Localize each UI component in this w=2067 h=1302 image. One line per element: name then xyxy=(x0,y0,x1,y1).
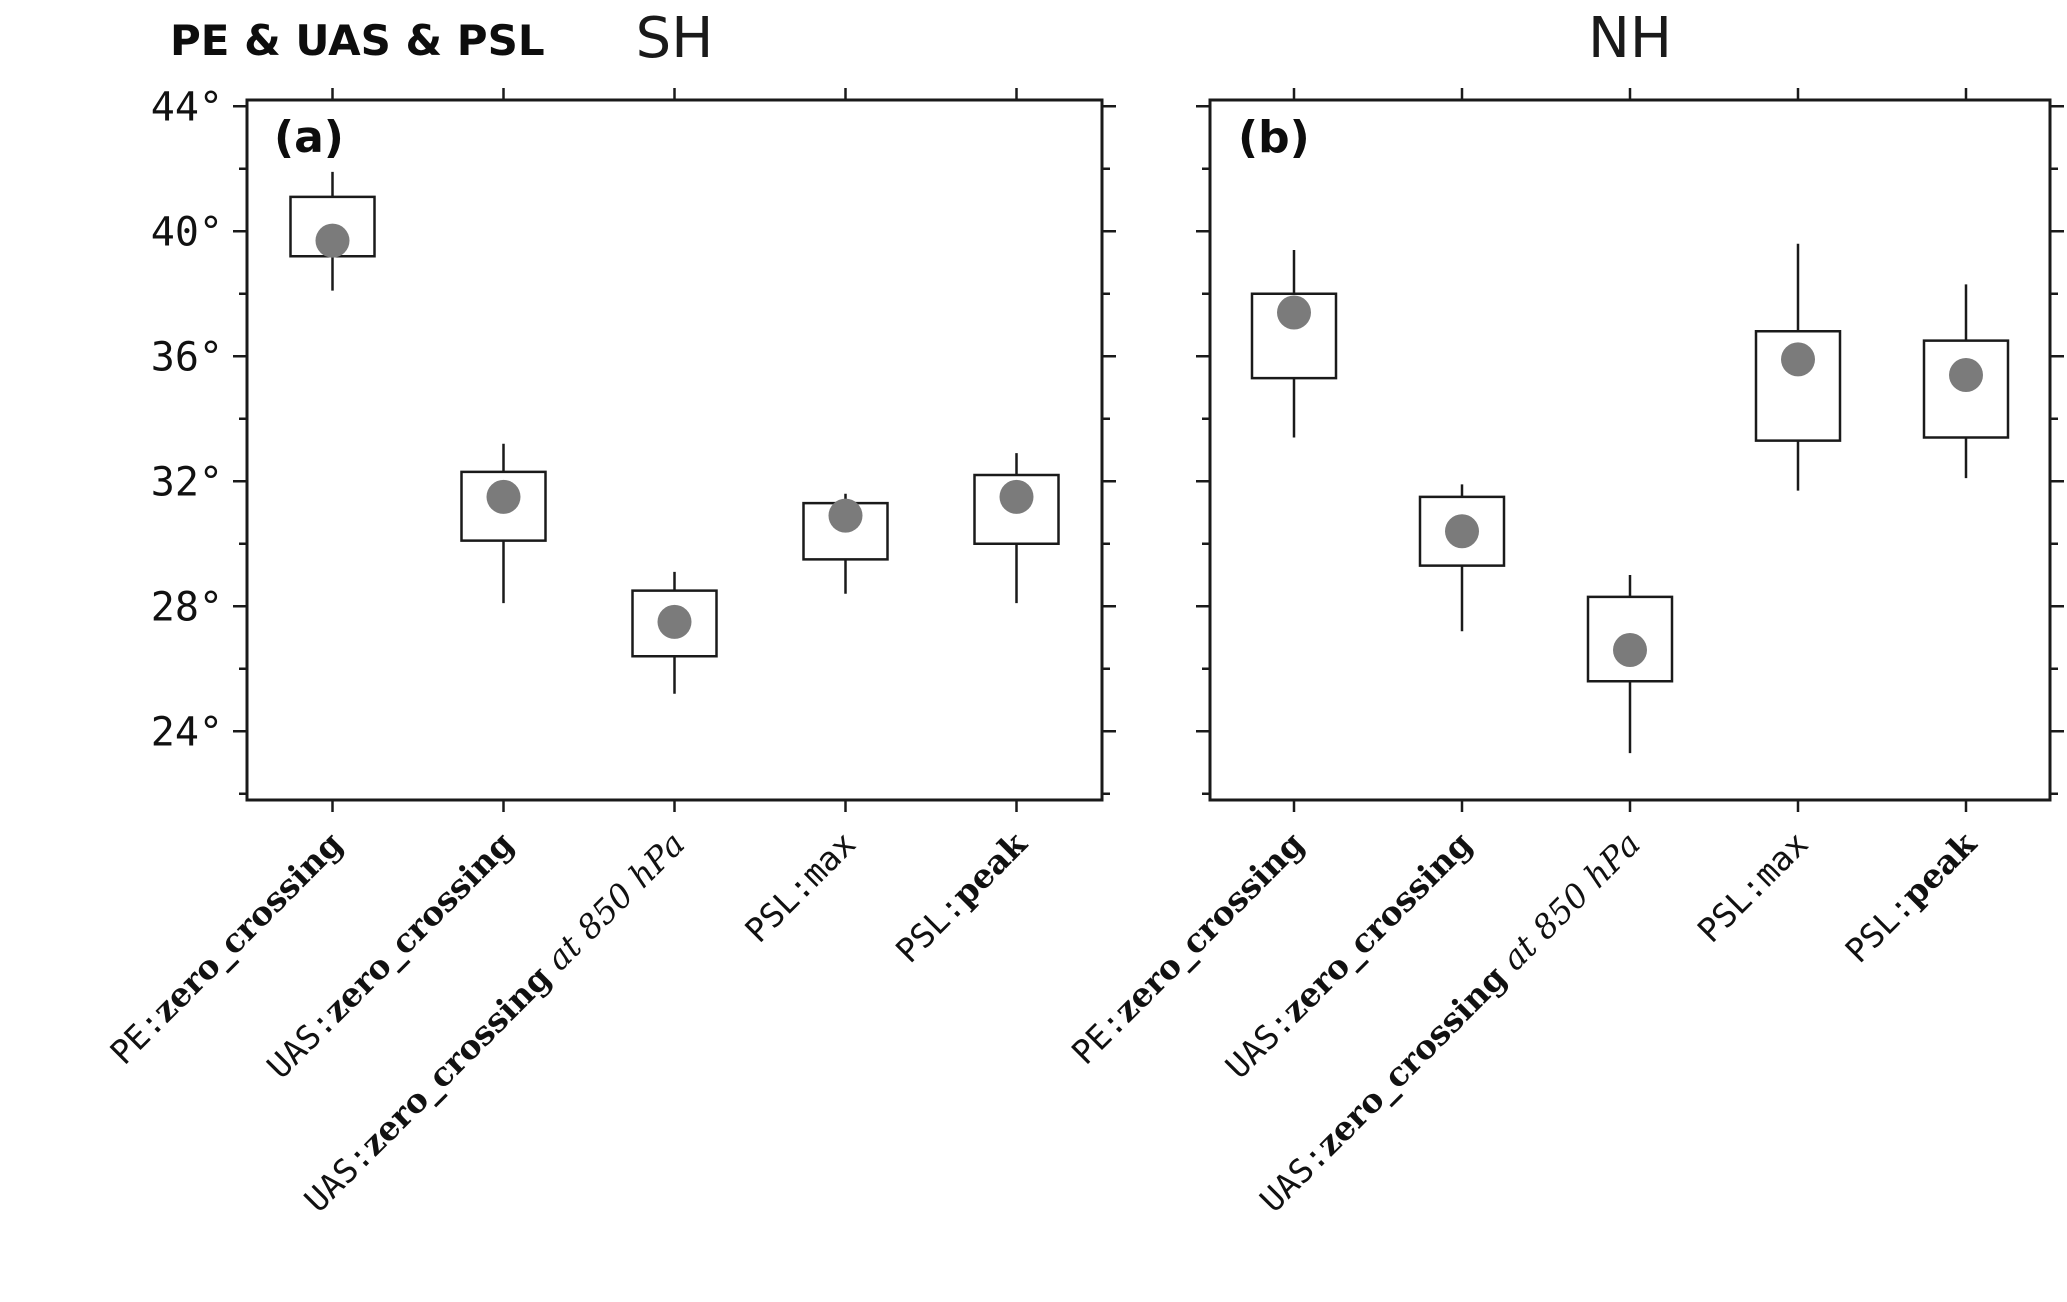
panel-b-title: NH xyxy=(1588,6,1672,71)
x-tick-label: UAS:zero_crossing at 850 hPa xyxy=(1252,824,1648,1220)
x-tick-label: PSL:peak xyxy=(1837,823,1984,970)
mean-dot xyxy=(999,479,1034,514)
mean-dot xyxy=(828,498,863,533)
panel-b-letter: (b) xyxy=(1238,112,1310,163)
y-tick-label: 32° xyxy=(151,459,223,505)
mean-dot xyxy=(486,479,521,514)
panel-frame xyxy=(1208,98,2052,802)
panel-a-title: SH xyxy=(635,6,714,71)
x-tick-label: PSL:max xyxy=(737,824,863,950)
mean-dot xyxy=(1613,633,1647,667)
mean-dot xyxy=(657,604,692,639)
x-tick-label: PSL:max xyxy=(1690,824,1816,950)
panel-nh: PE:zero_crossingUAS:zero_crossingUAS:zer… xyxy=(1064,88,2064,1220)
mean-dot xyxy=(1445,514,1479,549)
y-tick-label: 36° xyxy=(151,334,223,380)
y-tick-label: 44° xyxy=(151,84,223,130)
y-tick-label: 28° xyxy=(151,584,223,630)
mean-dot xyxy=(1949,358,1983,392)
figure-title: PE & UAS & PSL xyxy=(170,16,545,65)
x-tick-label: UAS:zero_crossing at 850 hPa xyxy=(297,824,693,1220)
panel-a-letter: (a) xyxy=(274,112,344,163)
y-tick-label: 40° xyxy=(151,209,223,255)
panel-sh: 24°28°32°36°40°44°PE:zero_crossingUAS:ze… xyxy=(102,84,1116,1220)
mean-dot xyxy=(1277,295,1311,330)
x-tick-label: PSL:peak xyxy=(888,823,1035,970)
mean-dot xyxy=(315,223,350,258)
y-tick-label: 24° xyxy=(151,709,223,755)
panel-frame xyxy=(245,98,1104,802)
mean-dot xyxy=(1781,342,1815,377)
